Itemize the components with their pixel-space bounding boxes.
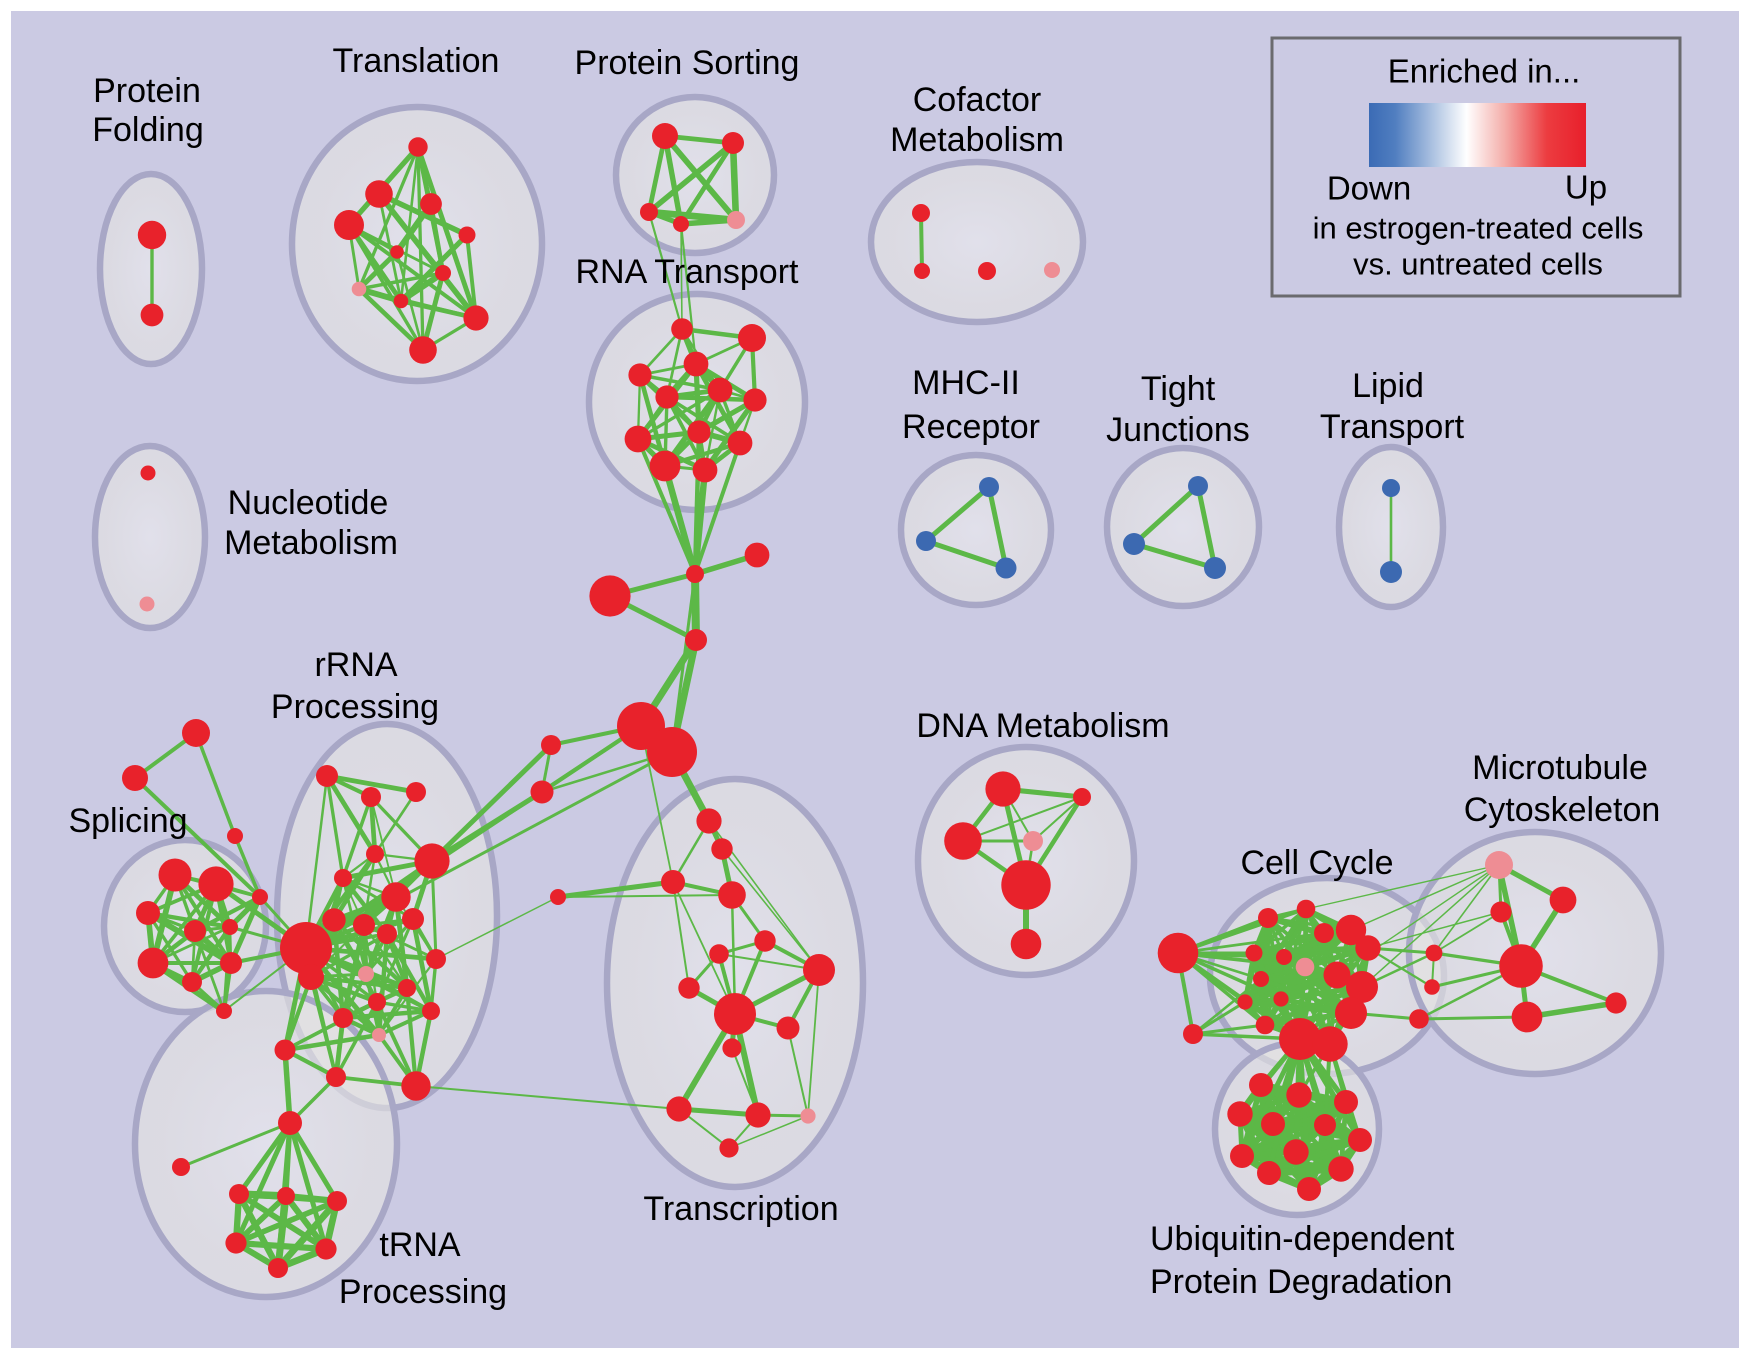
- svg-text:Receptor: Receptor: [902, 408, 1040, 446]
- svg-text:Ubiquitin-dependent: Ubiquitin-dependent: [1150, 1220, 1455, 1258]
- svg-text:Enriched in...: Enriched in...: [1388, 53, 1581, 90]
- svg-text:in estrogen-treated cells: in estrogen-treated cells: [1313, 211, 1644, 246]
- svg-text:Protein Sorting: Protein Sorting: [575, 44, 800, 82]
- svg-text:Folding: Folding: [92, 111, 204, 149]
- svg-text:Metabolism: Metabolism: [224, 524, 398, 562]
- svg-text:Tight: Tight: [1141, 370, 1216, 408]
- svg-text:Cytoskeleton: Cytoskeleton: [1464, 791, 1661, 829]
- svg-text:Down: Down: [1327, 170, 1411, 207]
- svg-text:Splicing: Splicing: [68, 802, 187, 840]
- svg-text:tRNA: tRNA: [379, 1226, 461, 1264]
- svg-text:MHC-II: MHC-II: [912, 364, 1020, 402]
- svg-text:Processing: Processing: [271, 688, 439, 726]
- svg-text:Up: Up: [1565, 169, 1607, 206]
- svg-text:Lipid: Lipid: [1352, 367, 1424, 405]
- svg-text:rRNA: rRNA: [314, 646, 397, 684]
- svg-text:Junctions: Junctions: [1106, 411, 1250, 449]
- svg-text:Cofactor: Cofactor: [913, 81, 1042, 119]
- svg-text:Transcription: Transcription: [643, 1190, 838, 1228]
- svg-text:Cell Cycle: Cell Cycle: [1240, 844, 1393, 882]
- svg-text:Processing: Processing: [339, 1273, 507, 1311]
- svg-text:Metabolism: Metabolism: [890, 121, 1064, 159]
- svg-text:Transport: Transport: [1320, 408, 1465, 446]
- svg-text:Translation: Translation: [333, 42, 500, 80]
- svg-text:Nucleotide: Nucleotide: [228, 484, 389, 522]
- svg-text:Protein Degradation: Protein Degradation: [1150, 1263, 1452, 1301]
- svg-text:DNA Metabolism: DNA Metabolism: [916, 707, 1169, 745]
- svg-text:Microtubule: Microtubule: [1472, 749, 1648, 787]
- svg-text:Protein: Protein: [93, 72, 201, 110]
- svg-text:vs. untreated cells: vs. untreated cells: [1353, 247, 1603, 282]
- svg-text:RNA Transport: RNA Transport: [576, 253, 800, 291]
